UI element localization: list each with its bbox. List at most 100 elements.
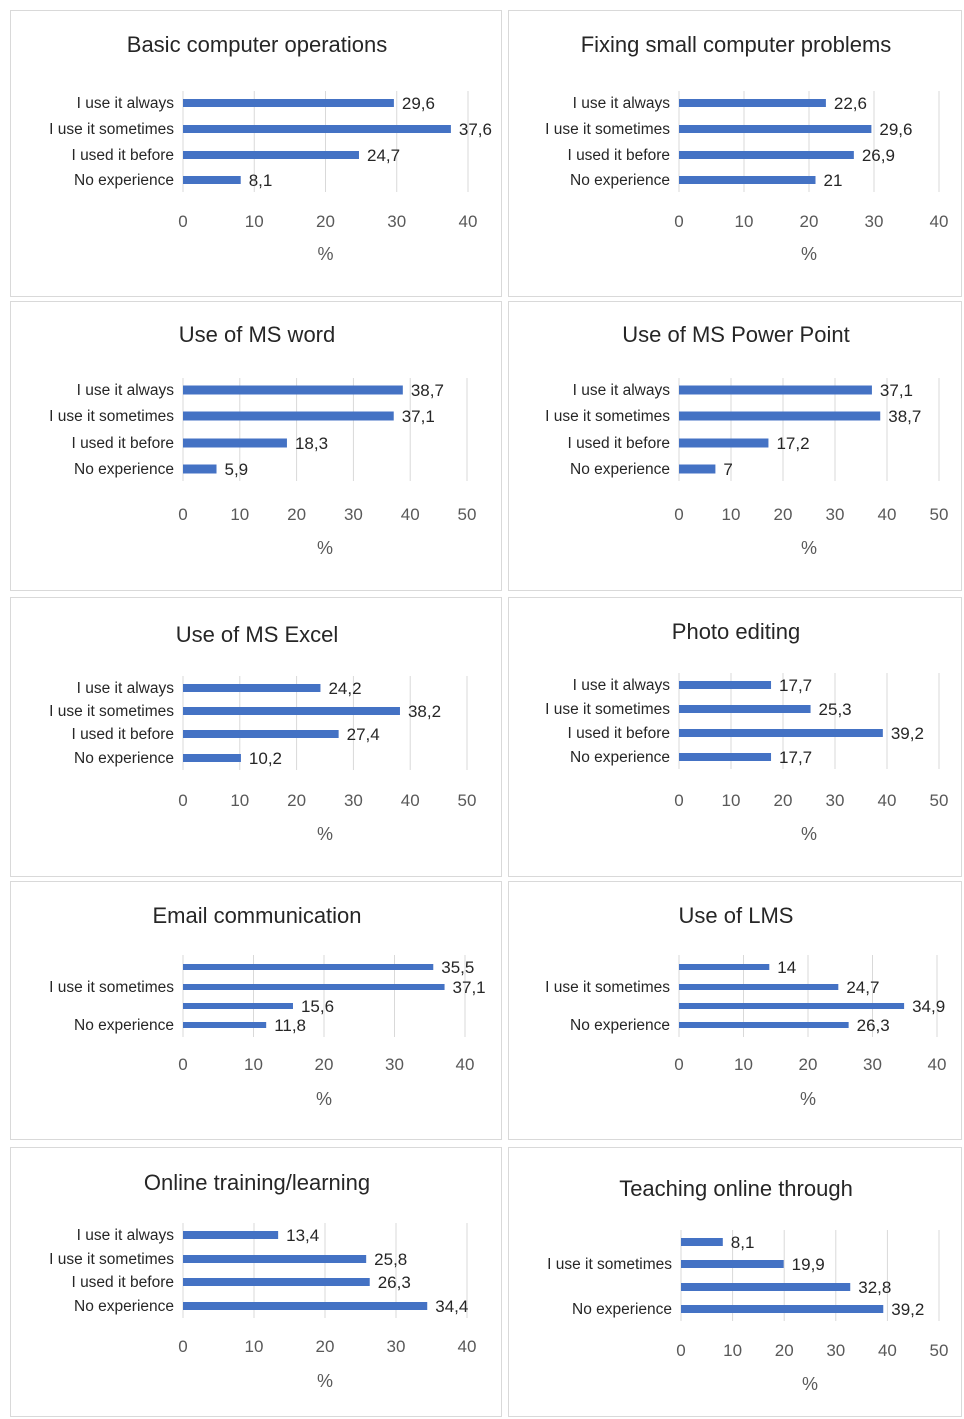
x-axis-label: % [800, 1089, 816, 1109]
tick-label: 30 [865, 212, 884, 231]
bar [183, 464, 217, 474]
tick-label: 30 [385, 1055, 404, 1074]
tick-label: 10 [722, 791, 741, 810]
tick-label: 40 [878, 1341, 897, 1360]
category-label: I use it sometimes [49, 121, 174, 138]
tick-label: 30 [826, 1341, 845, 1360]
tick-label: 40 [456, 1055, 475, 1074]
chart-svg: Use of MS Power Point 0 10 20 30 40 50 I use it… [545, 322, 949, 558]
tick-label: 50 [930, 791, 949, 810]
x-axis-label: % [802, 1374, 818, 1394]
category-label: I use it always [77, 382, 175, 399]
bar [183, 125, 451, 133]
tick-label: 10 [230, 505, 249, 524]
tick-label: 20 [316, 1337, 335, 1356]
data-label: 37,1 [402, 407, 435, 426]
chart-panel-2: Fixing small computer problems 0 10 20 30 40 I… [508, 10, 962, 297]
category-label: I use it sometimes [49, 408, 174, 425]
tick-label: 20 [800, 212, 819, 231]
bar [679, 438, 769, 448]
data-label: 38,2 [408, 702, 441, 721]
bar [679, 1022, 849, 1028]
data-label: 14 [777, 958, 796, 977]
category-label: I used it before [567, 725, 670, 742]
tick-label: 40 [401, 791, 420, 810]
data-label: 5,9 [225, 460, 249, 479]
category-label: I used it before [71, 435, 174, 452]
category-label: No experience [570, 172, 670, 189]
data-label: 21 [824, 171, 843, 190]
category-label: I use it sometimes [49, 1251, 174, 1268]
x-axis-label: % [801, 824, 817, 844]
data-label: 19,9 [792, 1255, 825, 1274]
tick-label: 50 [458, 791, 477, 810]
x-axis-label: % [317, 538, 333, 558]
bar [679, 385, 872, 395]
tick-label: 40 [878, 791, 897, 810]
tick-label: 0 [178, 1055, 187, 1074]
data-label: 34,9 [912, 997, 945, 1016]
data-label: 34,4 [435, 1297, 468, 1316]
chart-panel-3: Use of MS word 0 10 20 30 40 50 I use it always… [10, 301, 502, 591]
chart-title: Teaching online through [619, 1176, 853, 1201]
data-label: 17,7 [779, 748, 812, 767]
data-label: 24,7 [367, 146, 400, 165]
data-label: 24,7 [846, 978, 879, 997]
tick-label: 10 [245, 212, 264, 231]
x-axis-label: % [801, 538, 817, 558]
category-label: I use it sometimes [547, 1256, 672, 1273]
chart-panel-7: Email communication 0 10 20 30 40 35,5 I use it… [10, 881, 502, 1140]
data-label: 15,6 [301, 997, 334, 1016]
tick-label: 0 [676, 1341, 685, 1360]
category-label: No experience [572, 1301, 672, 1318]
tick-label: 50 [930, 505, 949, 524]
category-label: I use it sometimes [49, 703, 174, 720]
bar [679, 729, 883, 737]
tick-label: 30 [387, 212, 406, 231]
bar [183, 438, 287, 448]
category-label: I used it before [567, 435, 670, 452]
category-label: I use it always [573, 95, 671, 112]
data-label: 11,8 [274, 1016, 306, 1035]
data-label: 8,1 [249, 171, 273, 190]
tick-label: 20 [315, 1055, 334, 1074]
bar [183, 684, 321, 692]
tick-label: 0 [178, 791, 187, 810]
chart-panel-8: Use of LMS 0 10 20 30 40 14 I use it sometimes 2… [508, 881, 962, 1140]
bar [183, 1231, 279, 1239]
data-label: 29,6 [879, 120, 912, 139]
bar [679, 681, 772, 689]
bar [183, 99, 394, 107]
tick-label: 20 [287, 791, 306, 810]
data-label: 38,7 [888, 407, 921, 426]
tick-label: 40 [458, 1337, 477, 1356]
data-label: 32,8 [858, 1278, 891, 1297]
tick-label: 50 [930, 1341, 949, 1360]
bar [679, 99, 826, 107]
bar [183, 385, 403, 395]
bar [183, 1255, 367, 1263]
data-label: 7 [723, 460, 732, 479]
tick-label: 0 [178, 505, 187, 524]
x-axis-label: % [317, 824, 333, 844]
tick-label: 0 [178, 212, 187, 231]
bar [679, 464, 716, 474]
category-label: No experience [570, 461, 670, 478]
data-label: 26,9 [862, 146, 895, 165]
data-label: 25,3 [819, 700, 852, 719]
category-label: No experience [570, 749, 670, 766]
bar [183, 707, 400, 715]
data-label: 37,1 [880, 381, 913, 400]
category-label: No experience [570, 1017, 670, 1034]
chart-panel-1: Basic computer operations 0 10 20 30 40 I use … [10, 10, 502, 297]
chart-title: Use of MS Power Point [622, 322, 849, 347]
bar [679, 964, 770, 970]
bar [679, 1003, 905, 1009]
category-label: I use it sometimes [545, 979, 670, 996]
chart-panel-5: Use of MS Excel 0 10 20 30 40 50 I use it alway… [10, 597, 502, 877]
data-label: 25,8 [374, 1250, 407, 1269]
bar [681, 1305, 884, 1313]
bar [183, 754, 241, 762]
data-label: 22,6 [834, 94, 867, 113]
bar [183, 1003, 293, 1009]
